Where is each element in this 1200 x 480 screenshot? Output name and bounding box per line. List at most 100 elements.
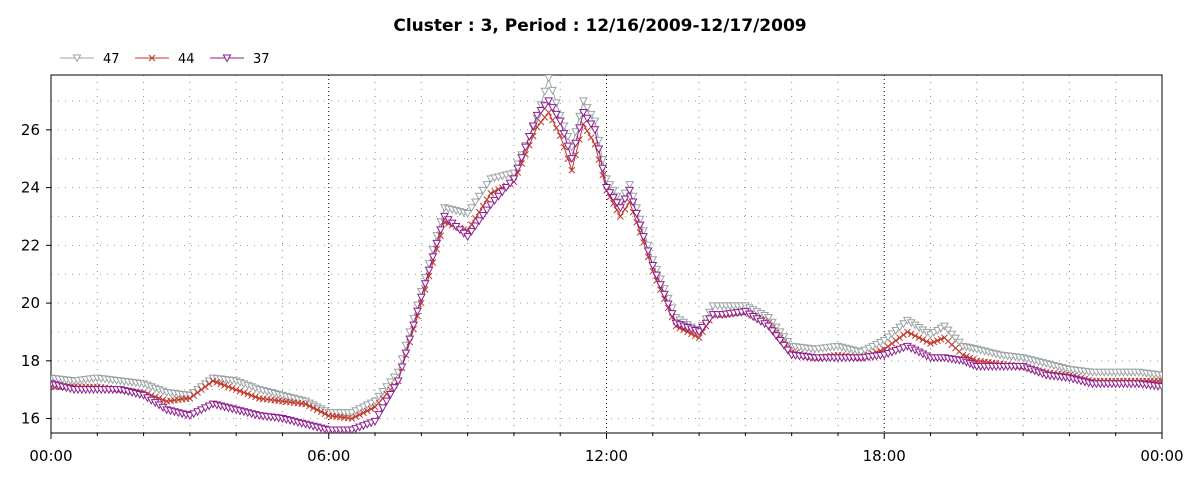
data-point <box>594 145 604 154</box>
data-point <box>701 319 711 328</box>
data-point <box>605 189 615 198</box>
data-point <box>927 340 934 347</box>
data-point <box>524 133 534 142</box>
series-37 <box>51 97 1162 433</box>
data-point <box>240 389 248 396</box>
data-point <box>578 108 588 117</box>
data-point <box>617 213 624 220</box>
axes: 16 18 20 22 24 26 00:00 06:00 12:00 18:00 00:00 <box>21 121 1184 465</box>
data-point <box>424 266 434 275</box>
data-point <box>695 334 703 342</box>
data-point <box>947 330 957 339</box>
data-point <box>252 393 259 401</box>
data-point <box>513 164 523 173</box>
data-point <box>401 349 411 358</box>
data-point <box>590 126 600 135</box>
x-tick-label: 18:00 <box>863 447 906 465</box>
data-point <box>405 335 415 344</box>
data-point <box>663 300 673 309</box>
data-point <box>209 377 217 385</box>
data-point <box>779 341 789 350</box>
data-point <box>393 368 403 377</box>
data-point <box>474 192 484 201</box>
legend-label: 44 <box>178 52 195 67</box>
data-point <box>501 184 511 193</box>
data-point <box>309 404 317 412</box>
y-tick-label: 22 <box>21 236 40 254</box>
data-point <box>915 334 923 342</box>
legend-marker <box>72 54 82 63</box>
data-point <box>487 190 495 197</box>
y-tick-label: 20 <box>21 294 40 312</box>
data-point <box>470 198 480 207</box>
data-point <box>567 155 577 164</box>
chart-title: Cluster : 3, Period : 12/16/2009-12/17/2… <box>393 16 806 36</box>
data-point <box>416 293 426 302</box>
data-point <box>548 104 557 113</box>
data-point <box>879 337 889 346</box>
data-point <box>194 389 201 396</box>
data-point <box>467 204 476 213</box>
data-point <box>348 415 356 422</box>
data-point <box>612 199 622 208</box>
data-point <box>667 310 677 319</box>
data-point <box>694 328 704 337</box>
data-point <box>559 130 569 139</box>
data-point <box>625 181 635 190</box>
y-tick-label: 26 <box>21 121 40 139</box>
data-point <box>521 143 530 152</box>
x-tick-label: 00:00 <box>1140 447 1183 465</box>
data-point <box>463 233 473 242</box>
data-point <box>656 281 665 290</box>
data-point <box>954 338 964 347</box>
data-point <box>509 175 519 184</box>
data-point <box>586 110 596 119</box>
x-tick-label: 00:00 <box>29 447 72 465</box>
data-point <box>549 116 556 124</box>
data-point <box>505 179 515 188</box>
data-point <box>544 75 553 83</box>
data-point <box>386 378 395 387</box>
legend-marker <box>148 54 156 62</box>
data-point <box>190 392 198 399</box>
data-point <box>540 87 550 96</box>
data-point <box>767 327 777 336</box>
data-point <box>555 117 565 126</box>
data-point <box>548 86 557 95</box>
x-tick-label: 06:00 <box>307 447 350 465</box>
data-point <box>198 386 205 394</box>
data-point <box>899 320 908 329</box>
data-point <box>923 338 931 345</box>
series-line-44 <box>51 111 1162 420</box>
data-point <box>313 406 321 414</box>
data-point <box>370 417 380 426</box>
data-point <box>563 133 573 142</box>
data-point <box>891 326 901 335</box>
legend-label: 47 <box>103 52 120 67</box>
data-point <box>586 120 596 129</box>
data-point <box>497 188 507 197</box>
data-point <box>544 97 554 106</box>
data-point <box>532 111 542 120</box>
data-point <box>201 383 209 391</box>
data-point <box>352 413 360 420</box>
data-point <box>620 189 630 198</box>
data-point <box>389 373 399 382</box>
data-point <box>317 408 325 416</box>
data-point <box>232 386 240 394</box>
data-point <box>602 184 611 193</box>
data-point <box>482 181 492 190</box>
data-point <box>887 330 897 339</box>
data-point <box>698 324 708 333</box>
data-point <box>248 392 255 399</box>
legend: 47 44 37 <box>60 52 270 67</box>
data-point <box>888 340 896 347</box>
x-tick-label: 12:00 <box>585 447 628 465</box>
data-point <box>302 400 309 408</box>
data-point <box>884 343 892 350</box>
data-point <box>937 335 945 343</box>
data-point <box>571 128 581 137</box>
data-point <box>551 99 561 108</box>
data-point <box>545 109 552 116</box>
data-point <box>688 330 695 338</box>
